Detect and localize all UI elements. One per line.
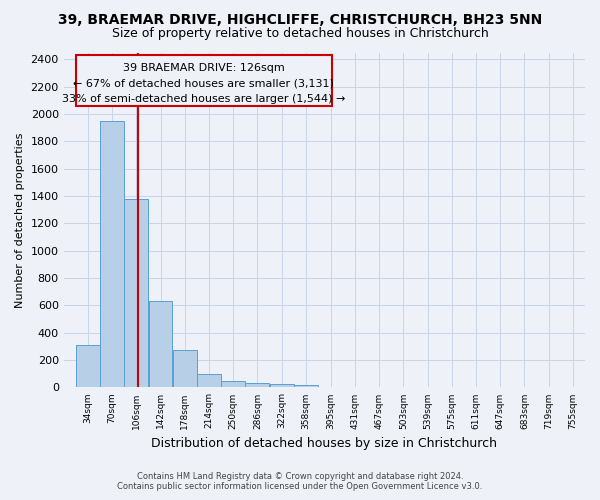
Text: Size of property relative to detached houses in Christchurch: Size of property relative to detached ho… — [112, 28, 488, 40]
Text: ← 67% of detached houses are smaller (3,131): ← 67% of detached houses are smaller (3,… — [73, 78, 334, 88]
Y-axis label: Number of detached properties: Number of detached properties — [15, 132, 25, 308]
Bar — [245, 382, 269, 388]
Bar — [76, 55, 332, 106]
Bar — [197, 374, 221, 388]
Bar — [76, 345, 100, 388]
X-axis label: Distribution of detached houses by size in Christchurch: Distribution of detached houses by size … — [151, 437, 497, 450]
Bar — [294, 384, 318, 388]
Bar — [149, 300, 172, 388]
Bar — [100, 121, 124, 388]
Bar — [173, 350, 197, 388]
Bar — [124, 199, 148, 388]
Text: 39 BRAEMAR DRIVE: 126sqm: 39 BRAEMAR DRIVE: 126sqm — [123, 64, 285, 74]
Text: 39, BRAEMAR DRIVE, HIGHCLIFFE, CHRISTCHURCH, BH23 5NN: 39, BRAEMAR DRIVE, HIGHCLIFFE, CHRISTCHU… — [58, 12, 542, 26]
Text: 33% of semi-detached houses are larger (1,544) →: 33% of semi-detached houses are larger (… — [62, 94, 346, 104]
Bar — [269, 384, 293, 388]
Text: Contains HM Land Registry data © Crown copyright and database right 2024.
Contai: Contains HM Land Registry data © Crown c… — [118, 472, 482, 491]
Bar — [221, 382, 245, 388]
